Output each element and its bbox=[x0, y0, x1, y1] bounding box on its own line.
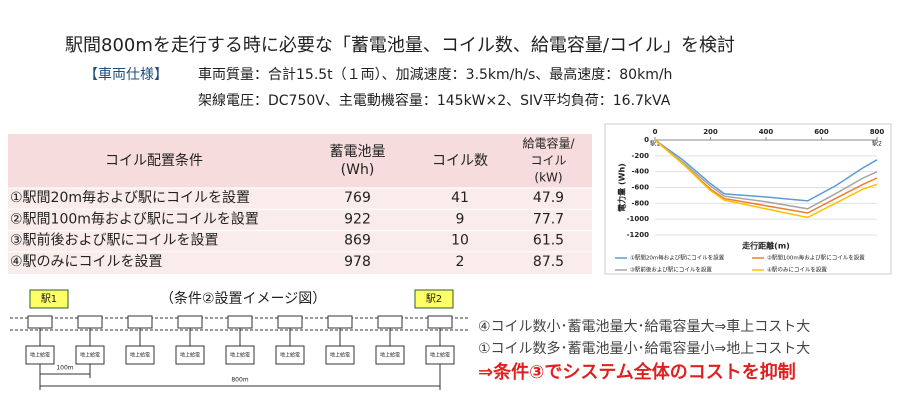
table-header: (kW) bbox=[534, 171, 562, 185]
legend-label: ②駅間100m毎および駅にコイルを設置 bbox=[767, 254, 865, 262]
table-header: コイル数 bbox=[432, 153, 488, 169]
y-tick-label: -800 bbox=[631, 199, 649, 207]
spec-line: 車両質量：合計15.5t（１両）、加減速度：3.5km/h/s、最高速度：80k… bbox=[198, 66, 672, 83]
table-cell: 2 bbox=[456, 254, 465, 270]
coil-box bbox=[275, 345, 305, 365]
x-tick-label: 200 bbox=[703, 128, 718, 136]
legend-label: ③駅前後および駅にコイルを設置 bbox=[630, 266, 712, 274]
diagram-caption: （条件②設置イメージ図） bbox=[160, 290, 326, 307]
station bbox=[29, 289, 69, 309]
station bbox=[414, 289, 454, 309]
station-label: 駅2 bbox=[426, 293, 442, 305]
coil-label: 地上給電 bbox=[130, 352, 150, 359]
coil-label: 地上給電 bbox=[230, 352, 250, 359]
y-tick-label: -400 bbox=[631, 168, 649, 176]
conclusion-result: ⇒条件③でシステム全体のコストを抑制 bbox=[478, 361, 796, 383]
table-cell: 47.9 bbox=[533, 190, 564, 206]
span-label: 800m bbox=[231, 377, 248, 384]
coil-mount bbox=[227, 315, 253, 329]
table-cell: 61.5 bbox=[533, 233, 564, 249]
series-line bbox=[654, 139, 878, 202]
x-tick-label: 0 bbox=[653, 128, 658, 136]
table-cell: ④駅のみにコイルを設置 bbox=[10, 254, 163, 270]
coil-box bbox=[25, 345, 55, 365]
x-axis-label: 走行距離(m) bbox=[741, 241, 790, 251]
table-header: コイル配置条件 bbox=[105, 152, 203, 169]
annotation: 駅1 bbox=[650, 141, 660, 148]
table-cell: 41 bbox=[451, 190, 469, 206]
table-header: コイル bbox=[530, 154, 566, 168]
annotation: 駅2 bbox=[872, 141, 882, 148]
table-cell: 9 bbox=[456, 211, 465, 227]
legend-label: ①駅間20m毎および駅にコイルを設置 bbox=[630, 254, 725, 262]
table-cell: 869 bbox=[344, 233, 371, 249]
coil-label: 地上給電 bbox=[30, 352, 50, 359]
x-tick-label: 800 bbox=[870, 128, 885, 136]
table-cell: 87.5 bbox=[533, 254, 564, 270]
table-cell: 978 bbox=[344, 254, 371, 270]
series-line bbox=[654, 139, 878, 219]
span-label: 100m bbox=[56, 365, 73, 372]
legend-label: ④駅のみにコイルを設置 bbox=[767, 266, 827, 274]
coil-mount bbox=[127, 315, 153, 329]
series-line bbox=[654, 139, 878, 210]
coil-mount bbox=[427, 315, 453, 329]
coil-label: 地上給電 bbox=[330, 352, 350, 359]
coil-mount bbox=[27, 315, 53, 329]
coil-box bbox=[175, 345, 205, 365]
spec-line: 架線電圧：DC750V、主電動機容量：145kW×2、SIV平均負荷：16.7k… bbox=[198, 92, 671, 109]
table-header: (Wh) bbox=[341, 162, 375, 178]
table-cell: 10 bbox=[451, 233, 469, 249]
conclusion: ①コイル数多･蓄電池量小･給電容量小⇒地上コスト大 bbox=[478, 340, 810, 357]
table-cell: 922 bbox=[344, 211, 371, 227]
y-tick-label: 0 bbox=[644, 136, 649, 144]
coil-label: 地上給電 bbox=[280, 352, 300, 359]
coil-box bbox=[425, 345, 455, 365]
title: 駅間800mを走行する時に必要な「蓄電池量、コイル数、給電容量/コイル」を検討 bbox=[65, 35, 735, 56]
x-tick-label: 600 bbox=[814, 128, 829, 136]
coil-mount bbox=[77, 315, 103, 329]
coil-mount bbox=[327, 315, 353, 329]
coil-box bbox=[375, 345, 405, 365]
coil-mount bbox=[177, 315, 203, 329]
station-label: 駅1 bbox=[41, 293, 57, 305]
conclusion: ④コイル数小･蓄電池量大･給電容量大⇒車上コスト大 bbox=[478, 318, 810, 335]
coil-mount bbox=[277, 315, 303, 329]
coil-label: 地上給電 bbox=[180, 352, 200, 359]
table-header-bg bbox=[8, 134, 592, 188]
coil-box bbox=[75, 345, 105, 365]
y-tick-label: -1200 bbox=[627, 231, 650, 239]
y-tick-label: -600 bbox=[631, 184, 649, 192]
coil-box bbox=[325, 345, 355, 365]
table-header: 蓄電池量 bbox=[330, 144, 386, 160]
table-cell: 77.7 bbox=[533, 211, 564, 227]
table-cell: 769 bbox=[344, 190, 371, 206]
coil-label: 地上給電 bbox=[430, 352, 450, 359]
coil-box bbox=[125, 345, 155, 365]
coil-label: 地上給電 bbox=[80, 352, 100, 359]
table-cell: ①駅間20m毎および駅にコイルを設置 bbox=[10, 190, 250, 206]
y-axis-label: 電力量 (Wh) bbox=[617, 163, 627, 212]
y-tick-label: -200 bbox=[631, 152, 649, 160]
table-cell: ②駅間100m毎および駅にコイルを設置 bbox=[10, 211, 259, 227]
table-header: 給電容量/ bbox=[522, 136, 575, 151]
y-tick-label: -1000 bbox=[627, 215, 650, 223]
spec-label: 【車両仕様】 bbox=[84, 66, 168, 83]
table-cell: ③駅前後および駅にコイルを設置 bbox=[10, 232, 219, 249]
coil-box bbox=[225, 345, 255, 365]
coil-label: 地上給電 bbox=[380, 352, 400, 359]
coil-mount bbox=[377, 315, 403, 329]
x-tick-label: 400 bbox=[759, 128, 774, 136]
